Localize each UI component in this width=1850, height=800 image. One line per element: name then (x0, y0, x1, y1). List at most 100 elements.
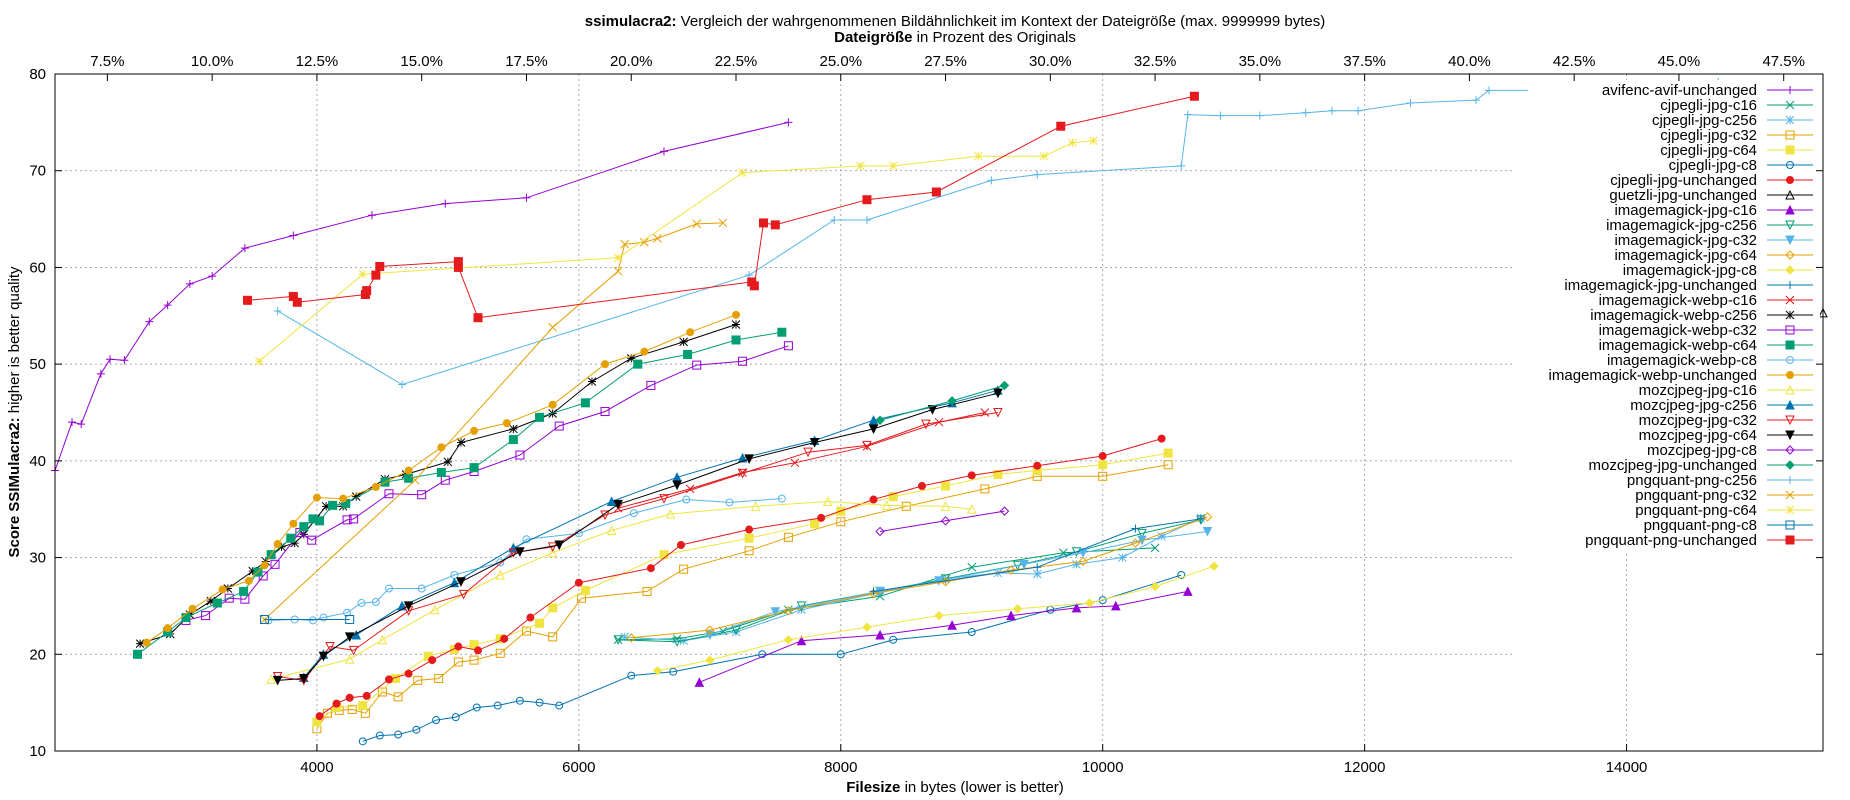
data-point (1202, 512, 1213, 522)
data-point (318, 651, 329, 662)
legend-label: mozcjpeg-jpg-c16 (1639, 382, 1757, 399)
data-point (339, 494, 348, 503)
series-line-mozcjpeg-jpg-unchanged (879, 384, 1005, 421)
series-line-cjpegli-jpg-unchanged (319, 438, 1162, 717)
data-point (508, 542, 519, 553)
x-axis-label: Filesize in bytes (lower is better) (846, 779, 1064, 796)
data-point (881, 500, 892, 510)
data-point (357, 599, 366, 608)
data-point (248, 566, 258, 576)
data-point (548, 603, 558, 613)
data-point (319, 613, 328, 622)
series-cjpegli-jpg-c8 (358, 570, 1186, 746)
legend-swatch-marker (1786, 371, 1794, 379)
data-point (493, 701, 502, 710)
data-point (548, 323, 558, 332)
data-point (358, 701, 368, 711)
data-point (362, 691, 371, 700)
series-imagemagick-jpg-c64 (626, 512, 1213, 643)
data-point (875, 526, 885, 537)
data-point (646, 380, 656, 390)
data-point (342, 515, 352, 525)
legend-swatch-marker (1785, 415, 1795, 426)
top-tick-label: 17.5% (505, 53, 548, 70)
x-tick-label: 12000 (1344, 759, 1386, 776)
data-point (642, 586, 652, 596)
data-point (822, 496, 833, 506)
data-point (434, 673, 444, 683)
data-point (535, 698, 544, 707)
series-line-imagemagick-jpg-c16 (699, 590, 1188, 683)
data-point (277, 542, 286, 552)
data-point (345, 693, 354, 702)
data-point (1183, 110, 1192, 119)
legend-item: mozcjpeg-jpg-c16 (1639, 382, 1813, 399)
series-mozcjpeg-jpg-c64 (272, 388, 1003, 686)
data-point (371, 270, 381, 280)
data-point (1209, 561, 1219, 571)
legend-label: imagemagick-webp-c8 (1607, 352, 1757, 369)
legend-label: cjpegli-jpg-c32 (1660, 127, 1757, 144)
data-point (508, 435, 518, 445)
data-point (731, 320, 741, 329)
data-point (181, 613, 191, 623)
data-point (705, 630, 715, 641)
top-tick-label: 10.0% (191, 53, 234, 70)
data-point (469, 463, 479, 473)
y-tick-label: 60 (29, 259, 46, 276)
top-axis-label-rest: in Prozent des Originals (912, 29, 1075, 46)
top-tick-label: 37.5% (1343, 53, 1386, 70)
data-point (495, 648, 505, 658)
data-point (163, 301, 172, 310)
data-point (208, 272, 217, 281)
series-imagemagick-webp-c64 (133, 327, 787, 659)
data-point (1056, 121, 1066, 131)
legend: avifenc-avif-unchangedcjpegli-jpg-c16cjp… (1528, 80, 1820, 551)
legend-label: imagemagick-webp-c16 (1599, 292, 1757, 309)
data-point (244, 576, 253, 585)
legend-label: pngquant-png-unchanged (1585, 532, 1757, 549)
data-point (868, 588, 879, 599)
data-point (672, 637, 682, 647)
data-point (521, 626, 531, 636)
legend-label: imagemagick-webp-c256 (1590, 307, 1757, 324)
chart-title-rest: Vergleich der wahrgenommenen Bildähnlich… (677, 13, 1326, 30)
legend-item: mozcjpeg-jpg-c64 (1639, 427, 1813, 444)
data-point (993, 388, 1003, 399)
data-point (515, 450, 525, 460)
top-tick-label: 45.0% (1658, 53, 1701, 70)
legend-item: pngquant-png-c8 (1644, 517, 1813, 534)
data-point (509, 424, 518, 434)
series-line-cjpegli-jpg-c256 (624, 517, 1202, 642)
data-point (694, 677, 705, 687)
data-point (456, 438, 466, 447)
data-point (1006, 565, 1016, 575)
data-point (348, 645, 359, 656)
data-point (1098, 471, 1108, 481)
data-point (606, 496, 617, 506)
data-point (469, 640, 479, 650)
data-point (868, 424, 879, 435)
data-point (77, 420, 86, 429)
data-point (777, 494, 786, 503)
data-point (404, 473, 414, 483)
data-point (307, 535, 317, 545)
legend-label: imagemagick-webp-unchanged (1549, 367, 1757, 384)
data-point (436, 467, 446, 477)
legend-label: imagemagick-webp-c64 (1599, 337, 1757, 354)
data-point (358, 737, 367, 746)
data-point (672, 472, 682, 482)
data-point (547, 547, 558, 558)
series-mozcjpeg-jpg-c256 (299, 385, 1003, 682)
data-point (377, 634, 388, 645)
legend-label: imagemagick-jpg-c16 (1614, 202, 1757, 219)
legend-label: pngquant-png-c256 (1627, 472, 1757, 489)
series-line-cjpegli-jpg-c32 (316, 464, 1169, 730)
data-point (784, 118, 793, 127)
legend-label: avifenc-avif-unchanged (1602, 82, 1757, 99)
data-point (417, 584, 426, 593)
data-point (289, 231, 298, 240)
series-line-imagemagick-webp-c16 (617, 412, 985, 509)
data-point (574, 578, 583, 587)
y-tick-label: 40 (29, 453, 46, 470)
